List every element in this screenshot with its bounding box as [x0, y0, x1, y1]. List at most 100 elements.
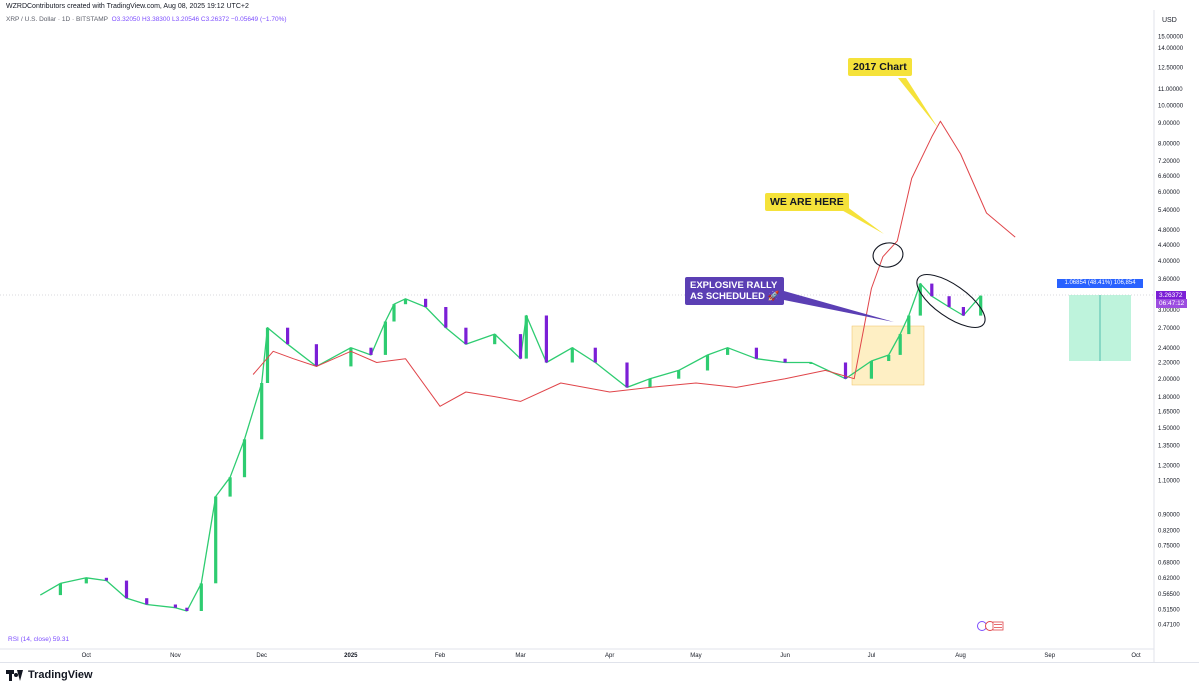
- we-are-here-ellipse: [872, 242, 904, 268]
- x-tick-label: Oct: [1131, 653, 1141, 659]
- x-axis-labels: Oct Nov Dec 2025 Feb Mar Apr May Jun Jul Aug Sep Oct: [82, 653, 1141, 659]
- chart-credit: WZRDContributors created with TradingVie…: [6, 3, 249, 10]
- y-tick-label: 2.00000: [1158, 377, 1180, 383]
- price-candle: [898, 334, 902, 355]
- y-tick-label: 10.00000: [1158, 103, 1184, 109]
- y-tick-label: 0.56500: [1158, 592, 1180, 598]
- price-candle: [145, 598, 149, 605]
- we-are-here-label[interactable]: WE ARE HERE: [765, 193, 849, 211]
- price-candle: [947, 296, 951, 307]
- price-candle: [444, 307, 448, 328]
- price-candle: [518, 334, 523, 359]
- price-candle: [124, 580, 129, 599]
- price-chart[interactable]: 15.00000 14.00000 12.50000 11.00000 10.00000…: [0, 0, 1199, 662]
- y-tick-label: 0.47100: [1158, 623, 1180, 629]
- y-tick-label: 7.20000: [1158, 159, 1180, 165]
- price-candle: [783, 358, 787, 363]
- y-tick-label: 0.68000: [1158, 560, 1180, 566]
- price-candle: [918, 283, 922, 316]
- symbol-name: XRP / U.S. Dollar · 1D · BITSTAMP: [6, 16, 108, 23]
- rsi-indicator-label[interactable]: RSI (14, close) 59.31: [8, 636, 70, 643]
- price-candle: [286, 327, 290, 345]
- y-tick-label: 4.00000: [1158, 259, 1180, 265]
- y-tick-label: 0.51500: [1158, 608, 1180, 614]
- price-candle: [887, 355, 891, 361]
- chart-2017-label[interactable]: 2017 Chart: [848, 58, 912, 76]
- y-tick-label: 1.65000: [1158, 410, 1180, 416]
- y-tick-label: 8.00000: [1158, 141, 1180, 147]
- price-candle: [369, 347, 373, 355]
- x-tick-label: Feb: [435, 653, 446, 659]
- price-candle: [648, 378, 652, 388]
- price-candle: [754, 347, 758, 359]
- y-tick-label: 4.40000: [1158, 243, 1180, 249]
- rally-label-line1: EXPLOSIVE RALLY: [690, 280, 778, 291]
- price-candle: [403, 298, 408, 305]
- price-candle: [930, 283, 934, 297]
- x-tick-label: Oct: [82, 653, 92, 659]
- price-candle: [173, 604, 177, 608]
- y-tick-label: 15.00000: [1158, 34, 1184, 40]
- y-tick-label: 3.00000: [1158, 308, 1180, 314]
- x-tick-label: Nov: [170, 653, 181, 659]
- current-structure-ellipse: [916, 274, 986, 328]
- explosive-rally-label[interactable]: EXPLOSIVE RALLY AS SCHEDULED 🚀: [685, 277, 785, 305]
- price-candle: [961, 307, 965, 316]
- price-candle: [265, 327, 270, 383]
- x-tick-label: 2025: [344, 653, 358, 659]
- we-are-here-pointer: [838, 206, 884, 234]
- ohlc-values: O3.32050 H3.38300 L3.20546 C3.26372 −0.0…: [111, 16, 287, 23]
- price-candle: [392, 304, 396, 322]
- price-candle: [907, 315, 911, 335]
- price-candle: [58, 583, 62, 596]
- tradingview-logo-icon: [6, 669, 24, 681]
- currency-label[interactable]: USD: [1162, 17, 1177, 24]
- price-candle: [705, 355, 710, 371]
- price-candle: [228, 477, 232, 497]
- x-tick-label: Aug: [955, 653, 966, 659]
- bar-countdown-tag: 06:47:12: [1156, 299, 1188, 308]
- event-icons: [977, 621, 1004, 631]
- y-tick-label: 1.80000: [1158, 395, 1180, 401]
- y-tick-label: 0.62000: [1158, 576, 1180, 582]
- y-tick-label: 6.60000: [1158, 174, 1180, 180]
- rally-label-line2: AS SCHEDULED 🚀: [690, 291, 780, 302]
- price-candle: [726, 347, 730, 355]
- y-tick-label: 5.40000: [1158, 208, 1180, 214]
- tradingview-logo[interactable]: TradingView: [6, 669, 93, 681]
- y-tick-label: 3.60000: [1158, 277, 1180, 283]
- series-layer: [39, 120, 1016, 612]
- chart-plot-area: [0, 0, 1154, 662]
- y-tick-label: 2.40000: [1158, 346, 1180, 352]
- overlay-2017-line: [252, 120, 1016, 407]
- price-candle: [843, 362, 848, 379]
- price-candle: [199, 583, 203, 611]
- measure-range-label[interactable]: 1.06854 (48.41%) 106,854: [1057, 279, 1143, 288]
- y-tick-label: 14.00000: [1158, 46, 1184, 52]
- y-tick-label: 2.20000: [1158, 361, 1180, 367]
- price-candle: [677, 370, 681, 379]
- price-candle: [349, 347, 353, 367]
- rally-pointer: [784, 291, 894, 322]
- tradingview-brand: TradingView: [28, 669, 93, 681]
- x-tick-label: Jun: [780, 653, 790, 659]
- price-candle: [464, 327, 468, 345]
- last-price-tag: 3.26372: [1156, 291, 1186, 300]
- y-tick-label: 1.20000: [1158, 464, 1180, 470]
- price-candle: [544, 315, 548, 363]
- y-tick-label: 9.00000: [1158, 121, 1180, 127]
- x-tick-label: Jul: [868, 653, 876, 659]
- y-tick-label: 0.90000: [1158, 513, 1180, 519]
- y-axis-labels: 15.00000 14.00000 12.50000 11.00000 10.00000…: [1158, 34, 1184, 628]
- chart-2017-pointer: [898, 78, 938, 128]
- symbol-legend[interactable]: XRP / U.S. Dollar · 1D · BITSTAMP O3.320…: [6, 16, 287, 23]
- price-candle: [260, 383, 264, 440]
- price-candle: [593, 347, 597, 363]
- price-candle: [185, 607, 189, 611]
- price-candle: [625, 362, 629, 388]
- y-tick-label: 6.00000: [1158, 190, 1180, 196]
- price-candle: [570, 347, 574, 363]
- y-tick-label: 2.70000: [1158, 326, 1180, 332]
- x-tick-label: Apr: [605, 653, 614, 659]
- price-candle: [424, 298, 428, 307]
